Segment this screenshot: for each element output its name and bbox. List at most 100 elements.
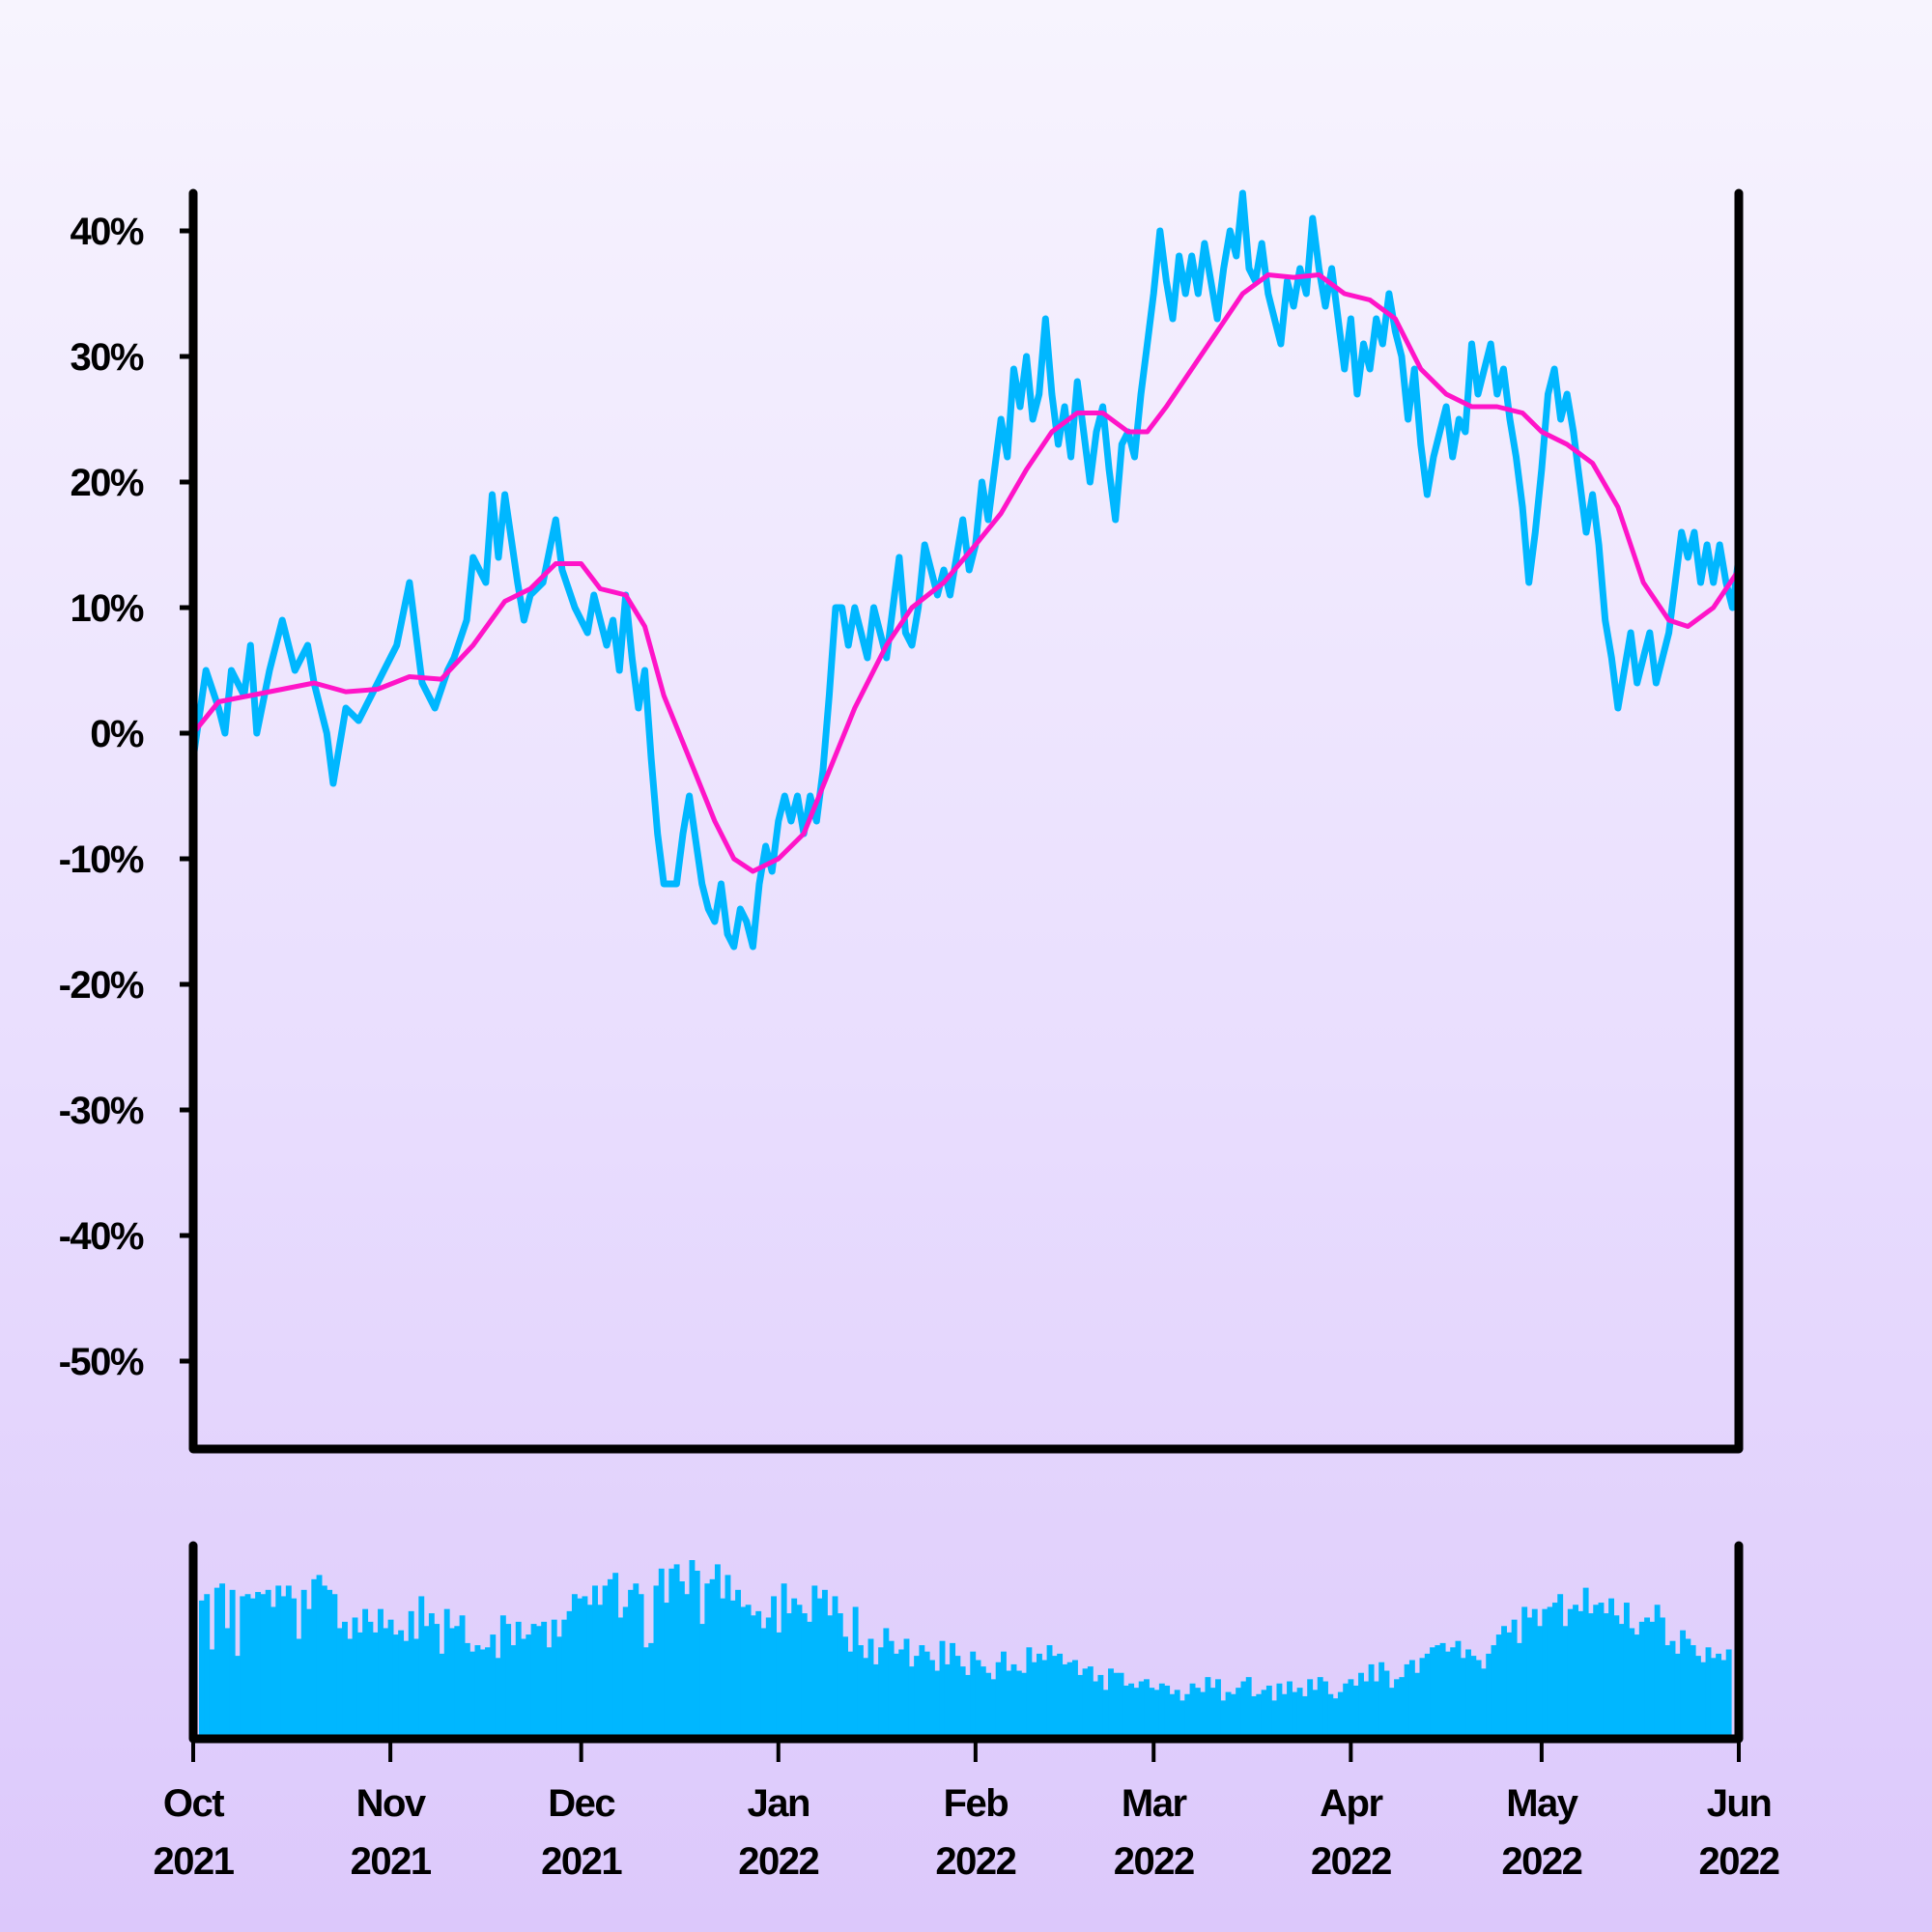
- volume-bar: [1144, 1679, 1150, 1739]
- volume-bar: [1444, 1651, 1451, 1739]
- volume-bar: [914, 1656, 921, 1739]
- volume-bar: [1593, 1605, 1600, 1739]
- volume-bar: [275, 1585, 282, 1739]
- volume-bar: [980, 1666, 986, 1739]
- volume-bar: [714, 1564, 721, 1739]
- volume-bar: [1205, 1677, 1211, 1739]
- volume-bar: [270, 1606, 276, 1739]
- x-tick-year: 2022: [1699, 1840, 1779, 1883]
- main-plot-frame: [188, 188, 1744, 1454]
- volume-bar: [842, 1636, 849, 1739]
- volume-bar: [464, 1642, 470, 1739]
- volume-bar: [1051, 1656, 1058, 1739]
- volume-bar: [1271, 1700, 1278, 1739]
- volume-bar: [1623, 1603, 1630, 1739]
- y-tick-label: 30%: [70, 336, 143, 379]
- volume-bar: [642, 1647, 649, 1739]
- volume-bar: [735, 1589, 741, 1739]
- volume-bar: [1669, 1640, 1676, 1739]
- volume-bar: [1460, 1658, 1466, 1739]
- volume-bar: [807, 1621, 812, 1739]
- volume-bar: [1149, 1688, 1155, 1739]
- volume-bar: [1465, 1649, 1471, 1739]
- y-tick-label: 40%: [70, 211, 143, 253]
- x-tick-year: 2021: [154, 1840, 235, 1883]
- volume-bar: [908, 1666, 915, 1739]
- x-tick-year: 2021: [541, 1840, 622, 1883]
- volume-bar: [342, 1621, 348, 1739]
- x-tick-month: Oct: [163, 1782, 224, 1825]
- volume-bar: [1659, 1617, 1665, 1739]
- volume-bar: [479, 1649, 486, 1739]
- y-tick-label: -10%: [59, 838, 144, 881]
- volume-bar: [781, 1583, 787, 1739]
- volume-bar: [229, 1589, 236, 1739]
- volume-bar: [658, 1568, 665, 1739]
- volume-bar: [1480, 1668, 1487, 1739]
- volume-bar: [1041, 1660, 1048, 1739]
- volume-bar: [535, 1626, 542, 1739]
- volume-bar: [291, 1598, 298, 1739]
- volume-bar: [689, 1560, 696, 1739]
- volume-bar: [398, 1630, 405, 1739]
- volume-bar: [893, 1653, 899, 1739]
- volume-bar: [1046, 1645, 1053, 1739]
- volume-bar: [771, 1596, 777, 1739]
- volume-bar: [1634, 1634, 1640, 1739]
- volume-bar: [796, 1605, 803, 1739]
- y-tick-label: 0%: [90, 713, 144, 755]
- volume-bar: [1118, 1672, 1124, 1739]
- volume-bar: [296, 1638, 302, 1739]
- volume-bar: [1511, 1619, 1518, 1739]
- volume-bar: [443, 1608, 450, 1739]
- volume-bar: [1705, 1647, 1712, 1739]
- volume-bar: [720, 1598, 726, 1739]
- volume-bar: [423, 1626, 430, 1739]
- price-series-line: [193, 189, 1739, 951]
- volume-bar: [249, 1598, 256, 1739]
- volume-bar: [1450, 1647, 1457, 1739]
- volume-bar: [280, 1596, 287, 1739]
- volume-bar: [387, 1619, 394, 1739]
- x-tick-month: Nov: [356, 1782, 427, 1825]
- volume-bar: [541, 1621, 548, 1739]
- volume-bar: [1072, 1660, 1078, 1739]
- volume-bar: [1424, 1653, 1431, 1739]
- volume-bar: [1301, 1695, 1308, 1739]
- volume-bar: [1337, 1691, 1344, 1739]
- volume-bar: [1378, 1662, 1385, 1739]
- volume-bar: [1230, 1693, 1236, 1739]
- volume-bar: [1690, 1645, 1696, 1739]
- volume-bar: [638, 1594, 644, 1739]
- volume-bar: [1128, 1683, 1135, 1739]
- volume-bar: [673, 1564, 680, 1739]
- volume-bar: [1521, 1606, 1528, 1739]
- volume-bar: [1649, 1621, 1656, 1739]
- x-tick-month: Dec: [548, 1782, 615, 1825]
- volume-bar: [1680, 1630, 1687, 1739]
- volume-bar: [1292, 1691, 1298, 1739]
- volume-bar: [1138, 1681, 1145, 1739]
- volume-bar: [459, 1615, 466, 1739]
- volume-bar: [260, 1594, 267, 1739]
- volume-bar: [1495, 1634, 1502, 1739]
- volume-bar: [469, 1651, 476, 1739]
- volume-bar: [285, 1585, 292, 1739]
- volume-bar: [219, 1583, 226, 1739]
- moving-average-line: [193, 272, 1739, 874]
- volume-bar: [571, 1594, 578, 1739]
- volume-plot-frame: [188, 1541, 1744, 1744]
- volume-bar: [1158, 1683, 1165, 1739]
- volume-bar: [903, 1638, 910, 1739]
- y-axis: 40% 30% 20% 10% 0% -10% -20% -30% -40% -50%: [59, 211, 193, 1383]
- volume-bar: [785, 1613, 792, 1739]
- volume-bar: [888, 1640, 895, 1739]
- volume-bar: [612, 1573, 619, 1739]
- x-tick-month: Jan: [748, 1782, 810, 1825]
- volume-bar: [495, 1658, 501, 1739]
- x-axis: Oct 2021 Nov 2021 Dec 2021 Jan 2022 Feb 2022 Mar 20…: [154, 1739, 1780, 1883]
- volume-bar: [628, 1589, 634, 1739]
- volume-bar: [392, 1634, 399, 1739]
- volume-bar: [1265, 1685, 1272, 1739]
- volume-bar: [321, 1585, 327, 1739]
